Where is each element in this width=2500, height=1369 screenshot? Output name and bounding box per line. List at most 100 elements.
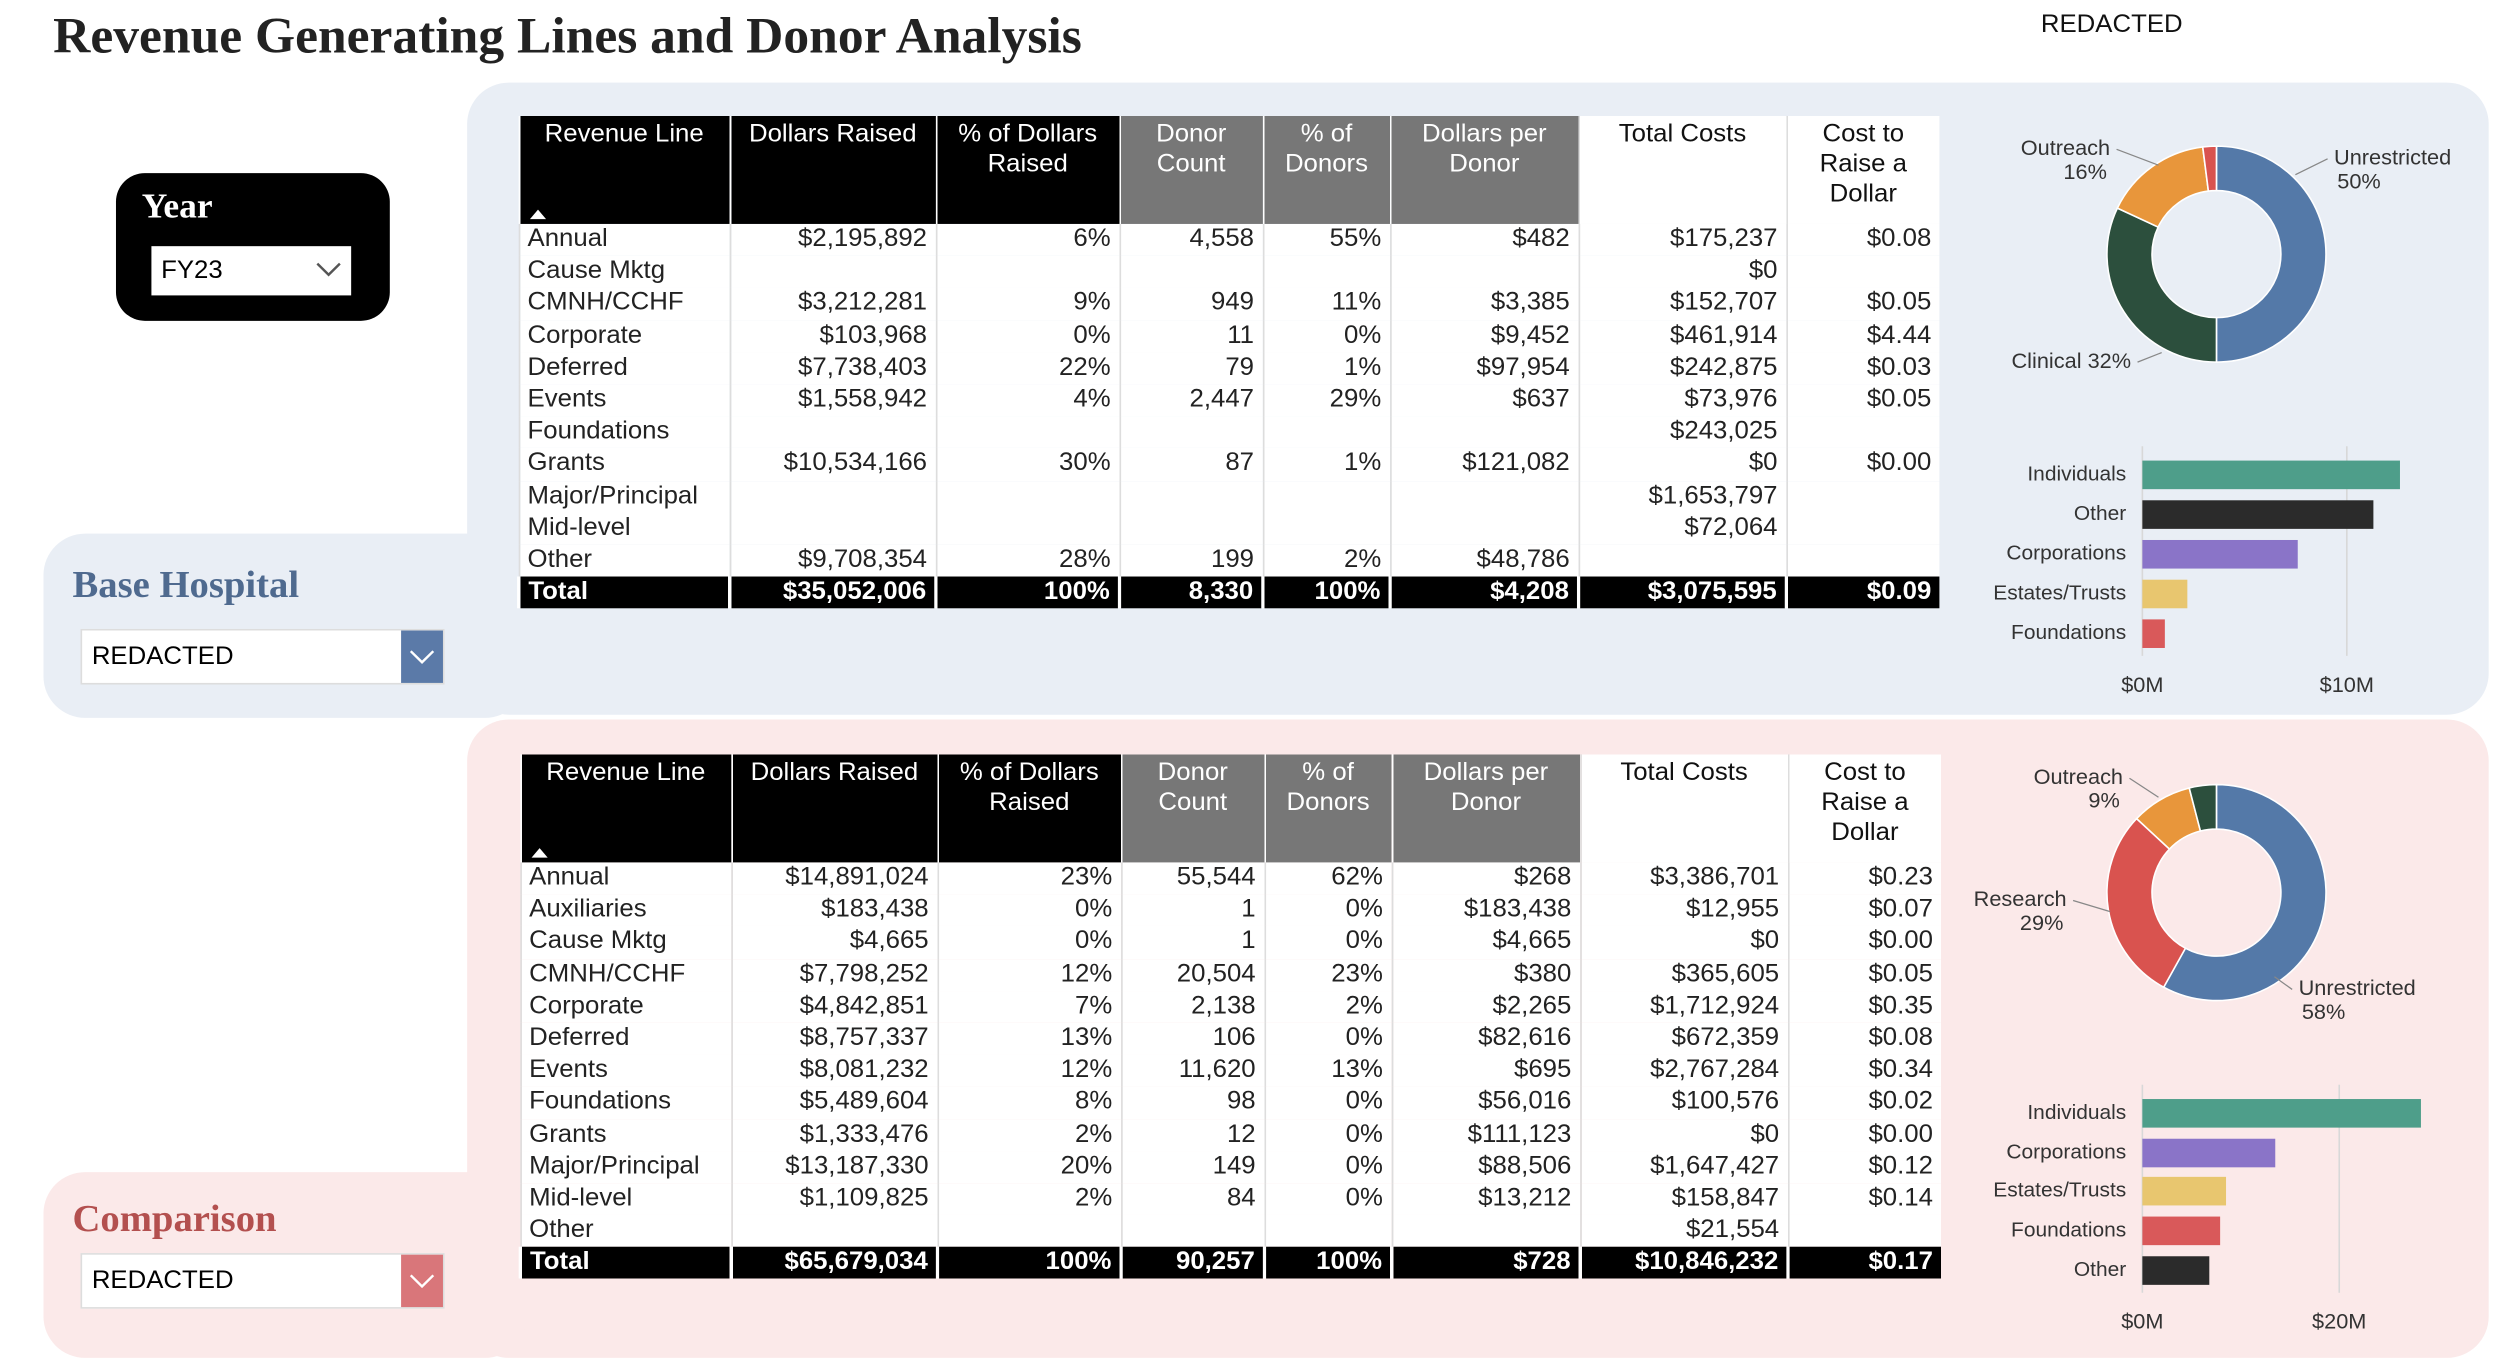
table-cell [728,480,936,513]
table-cell: $183,438 [730,894,938,927]
header-row: Revenue Line Dollars Raised% of Dollars R… [519,754,1942,863]
table-cell: 23% [1263,958,1392,991]
table-cell [1787,1215,1942,1248]
table-cell: $3,212,281 [728,288,936,321]
table-cell: $0.34 [1787,1054,1942,1087]
table-cell: $103,968 [728,320,936,353]
slice-value: 9% [2088,788,2119,813]
x-tick-label: $0M [2121,672,2163,697]
table-cell: $183,438 [1390,894,1581,927]
table-cell: $1,647,427 [1579,1150,1788,1184]
table-cell: $268 [1390,862,1581,895]
table-cell: $13,212 [1390,1183,1581,1216]
table-row: Foundations $5,489,604 8% 98 0% $56,016 $100,5… [519,1086,1942,1119]
table-cell: $152,707 [1577,288,1787,321]
table-cell: Cause Mktg [519,926,732,959]
slice-name: Research [1974,886,2067,911]
slice-label: Clinical 32% [2011,348,2131,373]
table-cell: 2,138 [1120,990,1265,1023]
table-cell: Corporate [517,320,730,353]
table-cell: Foundations [517,416,730,449]
table-cell: $9,708,354 [728,544,936,577]
table-cell: $1,712,924 [1579,990,1788,1023]
total-cell: $35,052,006 [728,576,936,609]
table-cell: Annual [519,862,732,895]
column-header: Donor Count [1120,754,1265,863]
table-cell: 1 [1120,926,1265,959]
table-cell: 1% [1262,352,1391,385]
table-row: CMNH/CCHF $7,798,252 12% 20,504 23% $380 $365,… [519,958,1942,991]
bar-category: Foundations [2011,621,2126,644]
total-cell: $728 [1390,1247,1581,1279]
total-row: Total $65,679,034 100% 90,257 100% $728 $10,84… [518,1247,1942,1279]
table-row: Other $21,554 [519,1215,1942,1248]
table-cell: 22% [935,352,1120,385]
table-cell: 2% [936,1118,1122,1151]
leader-line [2072,899,2111,913]
table-cell: 2% [1262,544,1391,577]
bar [2142,500,2374,529]
data-table: Revenue Line Dollars Raised% of Dollars R… [517,115,1940,609]
table-row: Major/Principal $1,653,797 [517,480,1940,513]
table-cell: $158,847 [1579,1183,1788,1216]
table-cell: $1,109,825 [730,1183,938,1216]
table-cell: Grants [519,1118,732,1151]
table-cell: $0.05 [1787,958,1942,991]
table-cell [1577,544,1787,577]
table-row: Events $8,081,232 12% 11,620 13% $695 $2,767,2… [519,1054,1942,1087]
table-cell: 55,544 [1120,862,1265,895]
table-cell: 12% [936,958,1122,991]
dropdown-button[interactable] [401,1254,443,1308]
table-cell: $4,665 [730,926,938,959]
table-cell: $0.23 [1787,862,1942,895]
table-cell: 4% [935,384,1120,417]
comparison-select[interactable]: REDACTED [80,1253,445,1309]
total-row: Total $35,052,006 100% 8,330 100% $4,208 $3,07… [517,576,1940,609]
total-cell: $0.17 [1786,1247,1942,1279]
table-cell: $0.14 [1787,1183,1942,1216]
bar-category: Estates/Trusts [1993,582,2126,605]
slice-name: Outreach [2021,135,2110,160]
bar-category: Foundations [2011,1218,2126,1241]
table-cell: $1,558,942 [728,384,936,417]
bar [2142,1256,2210,1285]
total-cell: $65,679,034 [729,1247,938,1279]
table-cell: 9% [935,288,1120,321]
page-title: Revenue Generating Lines and Donor Analy… [53,6,1082,64]
table-cell: 87 [1118,448,1263,481]
table-cell: $0.12 [1787,1150,1942,1184]
table-cell: $88,506 [1390,1150,1581,1184]
table-cell: 199 [1118,544,1263,577]
table-cell: $461,914 [1577,320,1787,353]
table-cell: $0.08 [1785,223,1940,256]
table-cell: $3,385 [1389,288,1579,321]
total-cell: 100% [935,1247,1122,1279]
table-cell: 2% [936,1183,1122,1216]
table-cell: $0.05 [1785,288,1940,321]
table-cell: Deferred [519,1022,732,1055]
x-tick-label: $0M [2121,1309,2163,1334]
slice-value: 50% [2337,168,2381,193]
table-row: Events $1,558,942 4% 2,447 29% $637 $73,976 $0.… [517,384,1940,417]
table-cell: $121,082 [1389,448,1579,481]
slice-name: Unrestricted [2299,975,2416,1000]
table-cell: $243,025 [1577,416,1787,449]
dropdown-button[interactable] [401,630,443,683]
base-select[interactable]: REDACTED [80,628,445,685]
leader-line [2129,777,2159,798]
year-select[interactable]: FY23 [151,246,352,296]
column-header: Total Costs [1577,115,1787,224]
table-cell [1785,512,1940,545]
table-row: Annual $14,891,024 23% 55,544 62% $268 $3,386,… [519,862,1942,895]
table-cell: 0% [1263,1086,1392,1119]
bar [2142,1176,2227,1206]
table-cell: $5,489,604 [730,1086,938,1119]
table-cell [935,512,1120,545]
comparison-label: Comparison [72,1199,277,1241]
table-cell [1263,1215,1392,1248]
table-cell: 0% [936,894,1122,927]
header-row: Revenue Line Dollars Raised% of Dollars R… [517,115,1940,224]
table-cell [1118,480,1263,513]
table-row: Corporate $103,968 0% 11 0% $9,452 $461,914 $4.… [517,320,1940,353]
table-cell: $695 [1390,1054,1581,1087]
